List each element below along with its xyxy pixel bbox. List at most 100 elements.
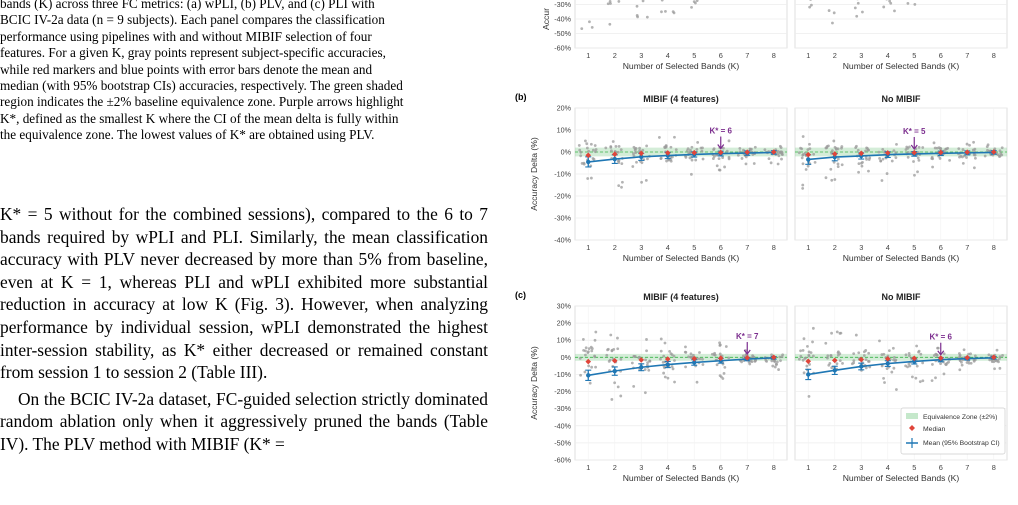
x-tick-label: 4: [886, 243, 890, 252]
subject-point: [867, 149, 870, 152]
subject-point: [750, 148, 753, 151]
subject-point: [966, 361, 969, 364]
subject-point: [586, 177, 589, 180]
subject-point: [836, 362, 839, 365]
subject-point: [585, 346, 588, 349]
subject-point: [906, 365, 909, 368]
subject-point: [610, 149, 613, 152]
x-tick-label: 1: [586, 243, 590, 252]
caption-line: features. For a given K, gray points rep…: [0, 45, 490, 61]
subject-point: [779, 359, 782, 362]
subject-point: [695, 148, 698, 151]
subject-point: [800, 147, 803, 150]
x-tick-label: 1: [806, 463, 810, 472]
subject-point: [883, 381, 886, 384]
subject-point: [775, 363, 778, 366]
subject-point: [863, 354, 866, 357]
mean-point: [586, 373, 590, 377]
subject-point: [812, 153, 815, 156]
subject-point: [587, 150, 590, 153]
legend-median-label: Median: [923, 426, 946, 433]
figure-caption: bands (K) across three FC metrics: (a) w…: [0, 0, 490, 144]
subject-point: [644, 358, 647, 361]
subject-point: [763, 148, 766, 151]
subject-point: [855, 334, 858, 337]
subject-point: [802, 359, 805, 362]
subject-point: [908, 146, 911, 149]
subject-point: [829, 168, 832, 171]
subject-point: [694, 159, 697, 162]
x-tick-label: 6: [719, 51, 723, 60]
subject-point: [595, 148, 598, 151]
y-tick-label: 20%: [557, 104, 572, 113]
kstar-label: K* = 6: [710, 127, 733, 136]
subject-point: [974, 157, 977, 160]
subject-point: [590, 143, 593, 146]
x-tick-label: 3: [639, 51, 643, 60]
subject-point: [647, 369, 650, 372]
subject-point: [664, 10, 667, 13]
subject-point: [905, 148, 908, 151]
x-tick-label: 1: [586, 51, 590, 60]
subject-point: [958, 355, 961, 358]
subject-point: [907, 2, 910, 5]
subject-point: [687, 355, 690, 358]
subject-point: [636, 15, 639, 18]
x-tick-label: 2: [613, 51, 617, 60]
x-tick-label: 1: [586, 463, 590, 472]
subject-point: [690, 352, 693, 355]
subject-point: [806, 345, 809, 348]
y-tick-label: -30%: [554, 404, 571, 413]
subject-point: [933, 141, 936, 144]
subject-point: [857, 2, 860, 5]
legend-zone-swatch: [906, 413, 918, 419]
x-tick-label: 2: [833, 463, 837, 472]
subject-point: [726, 150, 729, 153]
x-axis-label: Number of Selected Bands (K): [623, 473, 740, 483]
subject-point: [936, 147, 939, 150]
x-tick-label: 5: [692, 463, 696, 472]
subject-point: [589, 382, 592, 385]
caption-line: bands (K) across three FC metrics: (a) w…: [0, 0, 490, 12]
x-tick-label: 5: [692, 243, 696, 252]
subject-point: [712, 157, 715, 160]
subject-point: [841, 362, 844, 365]
subject-point: [888, 349, 891, 352]
subject-point: [781, 151, 784, 154]
panel-label: (b): [515, 92, 527, 102]
subject-point: [861, 11, 864, 14]
subject-point: [660, 350, 663, 353]
subject-point: [826, 354, 829, 357]
subject-point: [808, 395, 811, 398]
y-tick-label: -10%: [554, 170, 571, 179]
subject-point: [827, 364, 830, 367]
subject-point: [612, 348, 615, 351]
subject-point: [764, 359, 767, 362]
y-tick-label: -40%: [554, 236, 571, 245]
x-tick-label: 8: [772, 243, 776, 252]
subject-point: [660, 338, 663, 341]
subject-point: [662, 361, 665, 364]
subject-point: [778, 356, 781, 359]
subject-point: [831, 22, 834, 25]
x-tick-label: 7: [965, 243, 969, 252]
x-tick-label: 6: [719, 463, 723, 472]
caption-line: BCIC IV-2a data (n = 9 subjects). Each p…: [0, 12, 490, 28]
subject-point: [631, 362, 634, 365]
subject-point: [604, 146, 607, 149]
subject-point: [892, 347, 895, 350]
subject-point: [580, 27, 583, 30]
subject-point: [886, 367, 889, 370]
subject-point: [957, 147, 960, 150]
subject-point: [591, 347, 594, 350]
mean-point: [859, 364, 863, 368]
subject-point: [919, 353, 922, 356]
subject-point: [878, 339, 881, 342]
subject-point: [770, 360, 773, 363]
subject-point: [867, 170, 870, 173]
subject-point: [915, 345, 918, 348]
subject-point: [728, 139, 731, 142]
subject-point: [974, 354, 977, 357]
subject-point: [824, 342, 827, 345]
subject-point: [835, 147, 838, 150]
